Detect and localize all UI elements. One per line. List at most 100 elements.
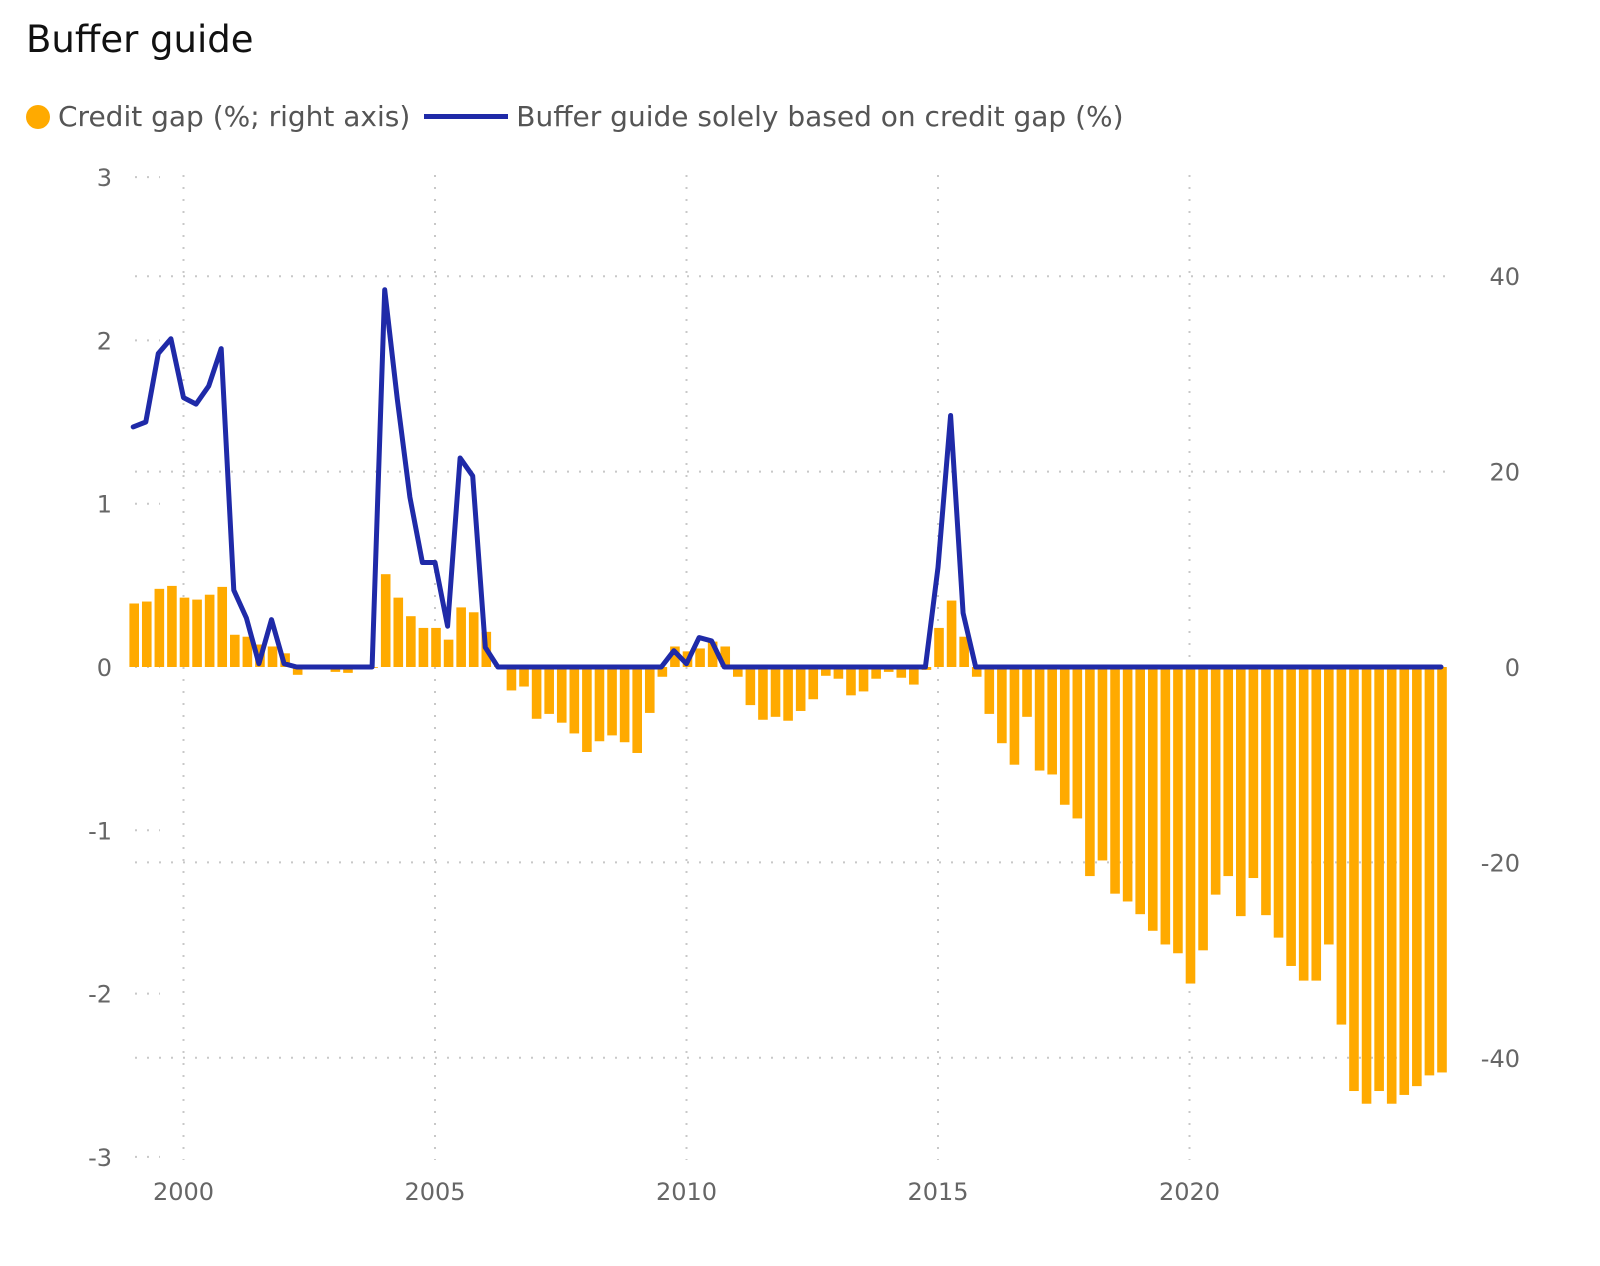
- credit-gap-bar: [594, 667, 605, 742]
- credit-gap-bar: [1273, 667, 1284, 938]
- credit-gap-bar: [959, 636, 969, 667]
- buffer-guide-line: [130, 287, 1444, 670]
- credit-gap-bar: [431, 627, 441, 667]
- buffer-guide-line-layer: [130, 287, 1444, 670]
- credit-gap-bar: [758, 667, 768, 720]
- credit-gap-bar: [204, 594, 215, 667]
- credit-gap-bar: [292, 667, 303, 675]
- credit-gap-bar: [406, 616, 416, 667]
- credit-gap-bar: [179, 597, 190, 667]
- credit-gap-bar: [192, 599, 202, 667]
- credit-gap-legend-label: Credit gap (%; right axis): [58, 100, 411, 133]
- credit-gap-bar: [745, 667, 756, 706]
- credit-gap-bar: [707, 641, 718, 667]
- credit-gap-bar: [443, 639, 454, 667]
- credit-gap-bar: [997, 667, 1007, 744]
- credit-gap-bar: [1236, 667, 1246, 917]
- credit-gap-bar: [1223, 667, 1234, 877]
- credit-gap-bar: [619, 667, 630, 743]
- credit-gap-bar: [468, 612, 479, 667]
- credit-gap-bar: [1298, 667, 1309, 981]
- credit-gap-bar: [871, 667, 881, 679]
- credit-gap-bar: [1248, 667, 1259, 879]
- x-axis-tick-label: 2010: [656, 1178, 717, 1206]
- credit-gap-bar: [896, 667, 907, 678]
- credit-gap-bar: [1374, 667, 1384, 1092]
- credit-gap-bar: [1122, 667, 1133, 902]
- left-axis-tick-label: 0: [97, 654, 112, 682]
- credit-gap-bar: [783, 667, 793, 721]
- right-axis-tick-labels: 40 20 0 -20 -40: [1481, 263, 1520, 1073]
- left-axis-tick-label: 3: [97, 164, 112, 192]
- x-axis-tick-label: 2005: [404, 1178, 465, 1206]
- right-axis-tick-label: 20: [1489, 459, 1520, 487]
- credit-gap-bar: [129, 603, 139, 667]
- credit-gap-bar: [858, 667, 869, 692]
- credit-gap-bar: [607, 667, 617, 736]
- credit-gap-bars: [129, 574, 1447, 1104]
- credit-gap-bar: [984, 667, 995, 714]
- credit-gap-bar: [393, 597, 404, 667]
- x-axis-tick-label: 2020: [1159, 1178, 1220, 1206]
- credit-gap-bar: [154, 588, 165, 667]
- credit-gap-bar: [1324, 667, 1334, 945]
- credit-gap-bar: [1022, 667, 1032, 717]
- credit-gap-bar: [582, 667, 592, 752]
- credit-gap-bar: [1160, 667, 1171, 945]
- credit-gap-bar: [1147, 667, 1158, 931]
- credit-gap-bar: [720, 646, 731, 667]
- credit-gap-bar: [1110, 667, 1120, 894]
- credit-gap-bar: [230, 634, 240, 667]
- buffer-guide-legend-icon: [424, 114, 509, 119]
- credit-gap-bar: [519, 667, 529, 687]
- x-axis-tick-label: 2015: [907, 1178, 968, 1206]
- chart-title: Buffer guide: [26, 18, 254, 61]
- credit-gap-bar: [242, 636, 253, 667]
- credit-gap-bar: [1009, 667, 1020, 765]
- credit-gap-bar: [795, 667, 806, 711]
- left-axis-tick-label: 1: [97, 491, 112, 519]
- right-axis-tick-label: -40: [1481, 1045, 1520, 1073]
- credit-gap-bar: [1173, 667, 1183, 954]
- left-axis-tick-label: -2: [88, 981, 112, 1009]
- credit-gap-bar: [695, 648, 705, 667]
- credit-gap-bar: [657, 667, 668, 677]
- credit-gap-bar: [632, 667, 642, 753]
- credit-gap-bar: [1072, 667, 1083, 819]
- credit-gap-bar: [1361, 667, 1372, 1104]
- credit-gap-bar: [556, 667, 567, 723]
- credit-gap-bar: [1034, 667, 1045, 771]
- credit-gap-legend-icon: [26, 104, 50, 129]
- credit-gap-bar: [821, 667, 831, 676]
- buffer-guide-legend-label: Buffer guide solely based on credit gap …: [516, 100, 1124, 133]
- right-axis-tick-label: 0: [1505, 654, 1520, 682]
- credit-gap-bar: [1059, 667, 1070, 805]
- credit-gap-bar: [1047, 667, 1057, 775]
- credit-gap-bar: [418, 627, 429, 667]
- credit-gap-bar: [1437, 667, 1447, 1073]
- credit-gap-bar: [544, 667, 554, 714]
- credit-gap-bar: [971, 667, 982, 677]
- credit-gap-bar: [1399, 667, 1410, 1095]
- credit-gap-bar: [1261, 667, 1271, 916]
- credit-gap-bar: [833, 667, 844, 679]
- credit-gap-bar: [1097, 667, 1108, 861]
- credit-gap-bar: [644, 667, 655, 713]
- left-axis-tick-label: -1: [88, 817, 112, 845]
- x-axis-tick-label: 2000: [153, 1178, 214, 1206]
- credit-gap-bar: [217, 586, 228, 667]
- left-axis-tick-label: 2: [97, 327, 112, 355]
- x-axis-tick-labels: 2000 2005 2010 2015 2020: [153, 1178, 1220, 1206]
- credit-gap-bar: [1424, 667, 1435, 1076]
- credit-gap-bar: [946, 600, 957, 667]
- credit-gap-bar: [1198, 667, 1208, 951]
- credit-gap-bar: [1286, 667, 1296, 966]
- credit-gap-bar: [1386, 667, 1397, 1104]
- credit-gap-bar: [167, 585, 177, 667]
- credit-gap-bar: [456, 607, 466, 667]
- credit-gap-bar: [1085, 667, 1095, 877]
- left-axis-tick-label: -3: [88, 1144, 112, 1172]
- credit-gap-bar: [267, 646, 278, 667]
- credit-gap-bar: [934, 627, 944, 667]
- credit-gap-bar: [909, 667, 919, 685]
